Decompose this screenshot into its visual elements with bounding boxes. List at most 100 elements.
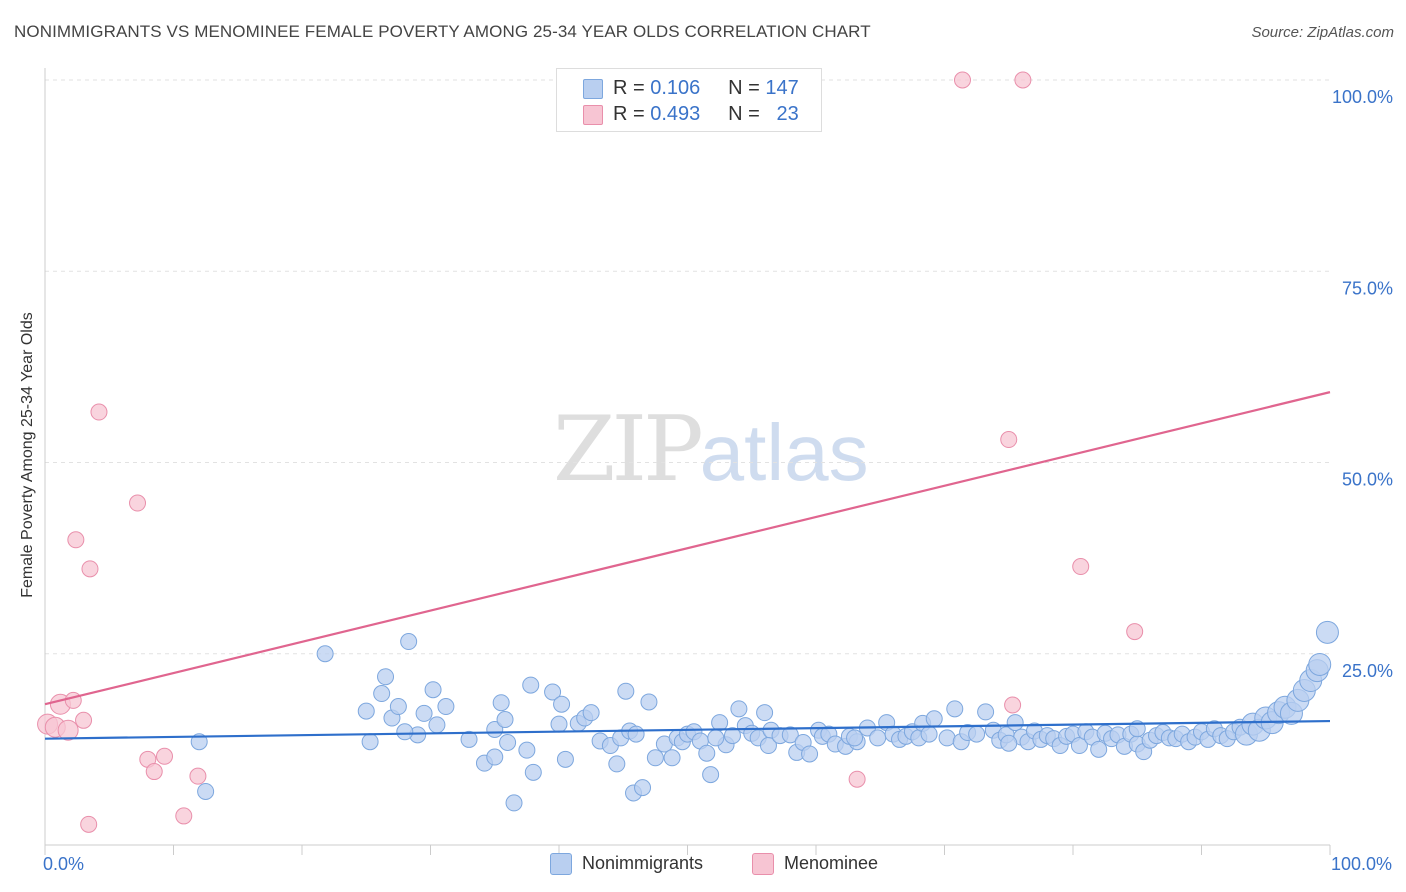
y-tick-label: 50.0% (1342, 470, 1393, 490)
menominee-point (156, 747, 174, 765)
tick-labels: 100.0% 75.0% 50.0% 25.0% 0.0% 100.0% (43, 87, 1393, 874)
menominee-point (64, 691, 82, 709)
nonimmigrants-point (1090, 740, 1108, 758)
chart-title: NONIMMIGRANTS VS MENOMINEE FEMALE POVERT… (14, 22, 871, 41)
nonimmigrants-point (634, 779, 652, 797)
y-tick-label: 75.0% (1342, 278, 1393, 298)
nonimmigrants-point (582, 704, 600, 722)
menominee-point (57, 719, 79, 741)
legend-r-label: R = (613, 103, 645, 125)
menominee-point (1004, 696, 1022, 714)
y-axis-title: Female Poverty Among 25-34 Year Olds (19, 312, 36, 598)
menominee-point (1000, 431, 1018, 449)
nonimmigrants-point (415, 704, 433, 722)
correlation-legend: R = 0.106 N = 147 R = 0.493 N = 23 (556, 68, 822, 132)
nonimmigrants-point (756, 704, 774, 722)
nonimmigrants-point (197, 782, 215, 800)
nonimmigrants-point (968, 725, 986, 743)
nonimmigrants-point (698, 744, 716, 762)
nonimmigrants-point (373, 685, 391, 703)
nonimmigrants-trend-line (44, 719, 1331, 740)
nonimmigrants-point (730, 700, 748, 718)
nonimmigrants-point (1000, 734, 1018, 752)
legend-n-value-nonimmigrants: 147 (765, 77, 799, 99)
bottom-legend-swatch-nonimmigrants (550, 853, 572, 875)
legend-n-label: N = (728, 77, 760, 99)
legend-r-label: R = (613, 77, 645, 99)
nonimmigrants-point (190, 733, 208, 751)
nonimmigrants-point (938, 729, 956, 747)
legend-swatch-menominee (583, 105, 603, 125)
nonimmigrants-point (723, 727, 741, 745)
nonimmigrants-point (377, 668, 395, 686)
nonimmigrants-point (646, 749, 664, 767)
nonimmigrants-point (707, 729, 725, 747)
nonimmigrants-point (522, 676, 540, 694)
nonimmigrants-point (846, 729, 864, 747)
nonimmigrants-point (1315, 620, 1339, 644)
nonimmigrants-point (663, 749, 681, 767)
bottom-legend-label-menominee: Menominee (784, 853, 879, 873)
legend-n-label: N = (728, 103, 760, 125)
nonimmigrants-point (759, 737, 777, 755)
nonimmigrants-point (946, 700, 964, 718)
y-tick-label: 25.0% (1342, 661, 1393, 681)
nonimmigrants-point (316, 645, 334, 663)
menominee-point (175, 807, 193, 825)
nonimmigrants-points (190, 620, 1339, 812)
nonimmigrants-point (460, 730, 478, 748)
y-tick-label: 100.0% (1332, 87, 1393, 107)
legend-text-nonimmigrants: R = 0.106 N = 147 (613, 77, 799, 100)
nonimmigrants-point (361, 733, 379, 751)
nonimmigrants-point (608, 755, 626, 773)
legend-swatch-nonimmigrants (583, 79, 603, 99)
legend-r-value-nonimmigrants: 0.106 (650, 77, 701, 99)
nonimmigrants-point (553, 695, 571, 713)
nonimmigrants-point (1006, 714, 1024, 732)
nonimmigrants-point (627, 725, 645, 743)
nonimmigrants-point (400, 633, 418, 651)
nonimmigrants-point (486, 748, 504, 766)
menominee-point (81, 560, 99, 578)
nonimmigrants-point (492, 694, 510, 712)
menominee-point (75, 711, 93, 729)
nonimmigrants-point (702, 766, 720, 784)
menominee-point (953, 71, 971, 89)
nonimmigrants-point (801, 745, 819, 763)
menominee-point (145, 763, 163, 781)
nonimmigrants-point (550, 715, 568, 733)
nonimmigrants-point (711, 714, 729, 732)
nonimmigrants-point (424, 681, 442, 699)
nonimmigrants-point (617, 682, 635, 700)
menominee-point (90, 403, 108, 421)
nonimmigrants-point (920, 725, 938, 743)
nonimmigrants-point (496, 711, 514, 729)
menominee-point (848, 770, 866, 788)
nonimmigrants-point (869, 729, 887, 747)
legend-text-menominee: R = 0.493 N = 23 (613, 103, 799, 126)
menominee-point (129, 494, 147, 512)
nonimmigrants-point (556, 750, 574, 768)
source-credit: Source: ZipAtlas.com (1251, 24, 1394, 41)
menominee-point (1072, 558, 1090, 576)
menominee-point (189, 767, 207, 785)
nonimmigrants-point (396, 723, 414, 741)
nonimmigrants-point (640, 693, 658, 711)
watermark-zip: ZIP (553, 397, 704, 502)
gridlines (45, 79, 1330, 655)
menominee-point (1014, 71, 1032, 89)
nonimmigrants-point (977, 703, 995, 721)
nonimmigrants-point (357, 702, 375, 720)
bottom-legend-swatch-menominee (752, 853, 774, 875)
legend-n-value-menominee: 23 (776, 103, 799, 125)
x-tick-label: 0.0% (43, 854, 84, 874)
legend-r-value-menominee: 0.493 (650, 103, 701, 125)
nonimmigrants-point (518, 741, 536, 759)
nonimmigrants-point (781, 726, 799, 744)
menominee-point (80, 815, 98, 833)
menominee-trend-line (44, 391, 1331, 706)
nonimmigrants-point (389, 698, 407, 716)
nonimmigrants-point (505, 794, 523, 812)
nonimmigrants-point (499, 733, 517, 751)
